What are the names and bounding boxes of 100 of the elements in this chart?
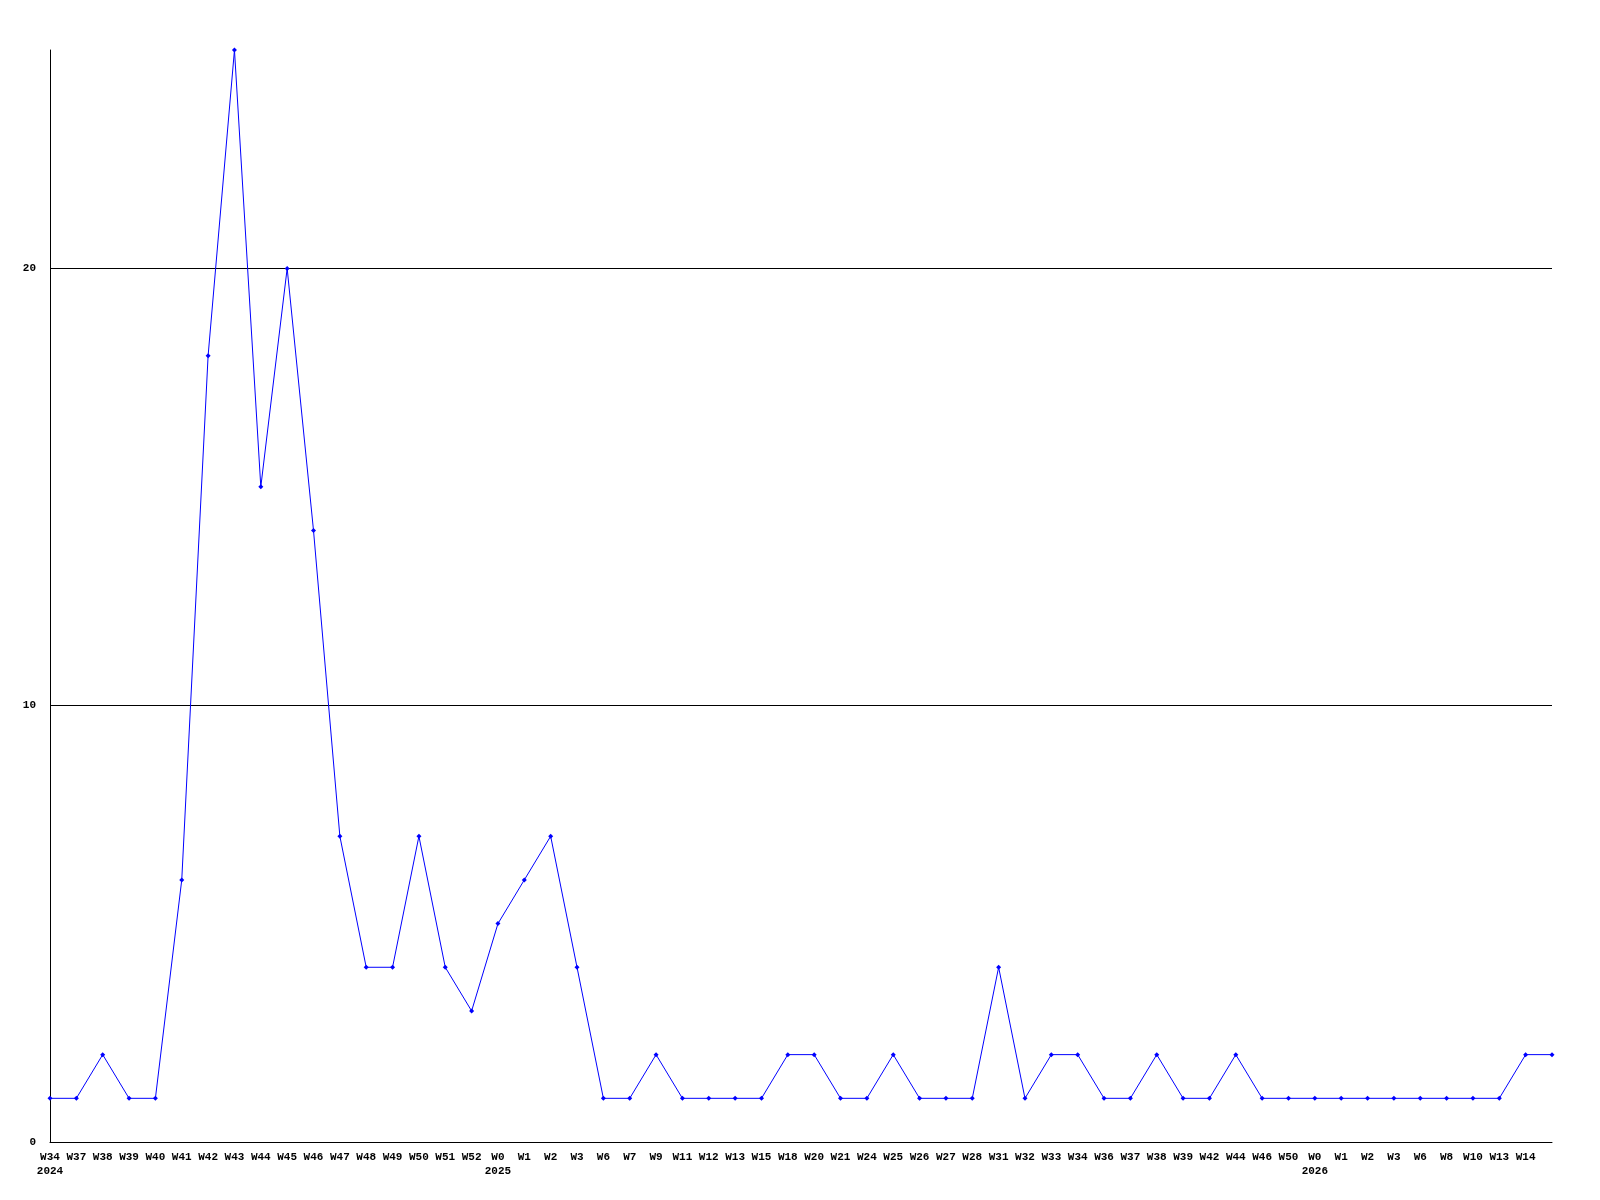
point (1022, 1095, 1028, 1101)
x-tick-label: W8 (1439, 1151, 1454, 1163)
point (100, 1052, 106, 1058)
x-tick-label: W49 (382, 1151, 403, 1163)
x-tick-label: W12 (698, 1151, 719, 1163)
y-tick-label: 10 (22, 699, 36, 712)
x-tick-label: W18 (777, 1151, 799, 1163)
point (1312, 1095, 1318, 1101)
x-tick-label: W50 (1278, 1151, 1299, 1163)
point (996, 964, 1002, 970)
x-tick-label: W36 (1094, 1151, 1114, 1163)
x-tick-label: W0 2025 (484, 1151, 512, 1177)
point (47, 1095, 53, 1101)
x-tick-label: W50 (409, 1151, 429, 1163)
point (1101, 1095, 1107, 1101)
x-tick-label: W11 (672, 1151, 693, 1163)
point (1391, 1095, 1397, 1101)
x-tick-label: W13 (1489, 1151, 1510, 1163)
point (1523, 1052, 1529, 1058)
y-tick-label: 20 (22, 262, 36, 275)
x-tick-label: W37 (1120, 1151, 1141, 1163)
x-tick-label: W14 (1515, 1151, 1536, 1163)
point (1180, 1095, 1186, 1101)
point (838, 1095, 844, 1101)
x-tick-label: W3 (1387, 1151, 1401, 1163)
point (732, 1095, 738, 1101)
x-tick-label: W46 (303, 1151, 324, 1163)
x-tick-label: W20 (804, 1151, 825, 1163)
point (811, 1052, 817, 1058)
point (1206, 1095, 1212, 1101)
x-tick-label: W38 (92, 1151, 113, 1163)
point (1154, 1052, 1160, 1058)
x-tick-label: W48 (356, 1151, 377, 1163)
point (943, 1095, 949, 1101)
point (495, 921, 501, 927)
x-tick-label: W1 (517, 1151, 532, 1163)
x-tick-label: W2 (544, 1151, 558, 1163)
point (469, 1008, 475, 1014)
point (521, 877, 527, 883)
point (890, 1052, 896, 1058)
point (1233, 1052, 1239, 1058)
x-tick-label: W39 (1173, 1151, 1193, 1163)
x-tick-label: W39 (119, 1151, 139, 1163)
point (231, 47, 237, 53)
x-tick-label: W34 (1067, 1151, 1088, 1163)
x-tick-label: W15 (751, 1151, 772, 1163)
point (1549, 1052, 1555, 1058)
x-tick-label: W10 (1463, 1151, 1483, 1163)
point (653, 1052, 659, 1058)
x-tick-label: W38 (1146, 1151, 1168, 1163)
x-tick-label: W41 (171, 1151, 193, 1163)
point (574, 964, 580, 970)
point (126, 1095, 132, 1101)
x-tick-label: W47 (329, 1151, 350, 1163)
point (1259, 1095, 1265, 1101)
x-tick-label: W3 (570, 1151, 585, 1163)
x-tick-label: W32 (1015, 1151, 1035, 1163)
point (1127, 1095, 1133, 1101)
x-tick-label: W37 (66, 1151, 87, 1163)
x-tick-label: W26 (909, 1151, 930, 1163)
point (152, 1095, 158, 1101)
x-tick-label: W42 (1199, 1151, 1220, 1163)
x-tick-label: W6 (596, 1151, 610, 1163)
point (969, 1095, 975, 1101)
x-tick-label: W33 (1041, 1151, 1062, 1163)
x-tick-label: W44 (1225, 1151, 1247, 1163)
point (1075, 1052, 1081, 1058)
y-tick-label: 0 (29, 1136, 36, 1148)
point (758, 1095, 764, 1101)
x-tick-label: W25 (883, 1151, 904, 1163)
x-tick-label: W45 (277, 1151, 298, 1163)
point (679, 1095, 685, 1101)
point (363, 964, 369, 970)
point (1417, 1095, 1423, 1101)
point (311, 527, 317, 533)
point (600, 1095, 606, 1101)
x-tick-label: W46 (1252, 1151, 1273, 1163)
point (337, 833, 343, 839)
point (1496, 1095, 1502, 1101)
point (284, 265, 290, 271)
point (1048, 1052, 1054, 1058)
x-tick-label: W0 2026 (1301, 1151, 1329, 1177)
x-tick-label: W43 (224, 1151, 245, 1163)
x-tick-label: W21 (830, 1151, 851, 1163)
x-tick-label: W34 2024 (36, 1151, 64, 1177)
x-tick-label: W40 (145, 1151, 166, 1163)
point (1470, 1095, 1476, 1101)
x-tick-label: W24 (856, 1151, 878, 1163)
point (548, 833, 554, 839)
x-tick-label: W44 (250, 1151, 272, 1163)
point (864, 1095, 870, 1101)
point (785, 1052, 791, 1058)
point (258, 484, 264, 490)
point (416, 833, 422, 839)
x-tick-label: W9 (649, 1151, 663, 1163)
point (1338, 1095, 1344, 1101)
x-tick-label: W6 (1413, 1151, 1427, 1163)
point (1285, 1095, 1291, 1101)
x-tick-label: W31 (988, 1151, 1009, 1163)
x-tick-label: W51 (435, 1151, 456, 1163)
